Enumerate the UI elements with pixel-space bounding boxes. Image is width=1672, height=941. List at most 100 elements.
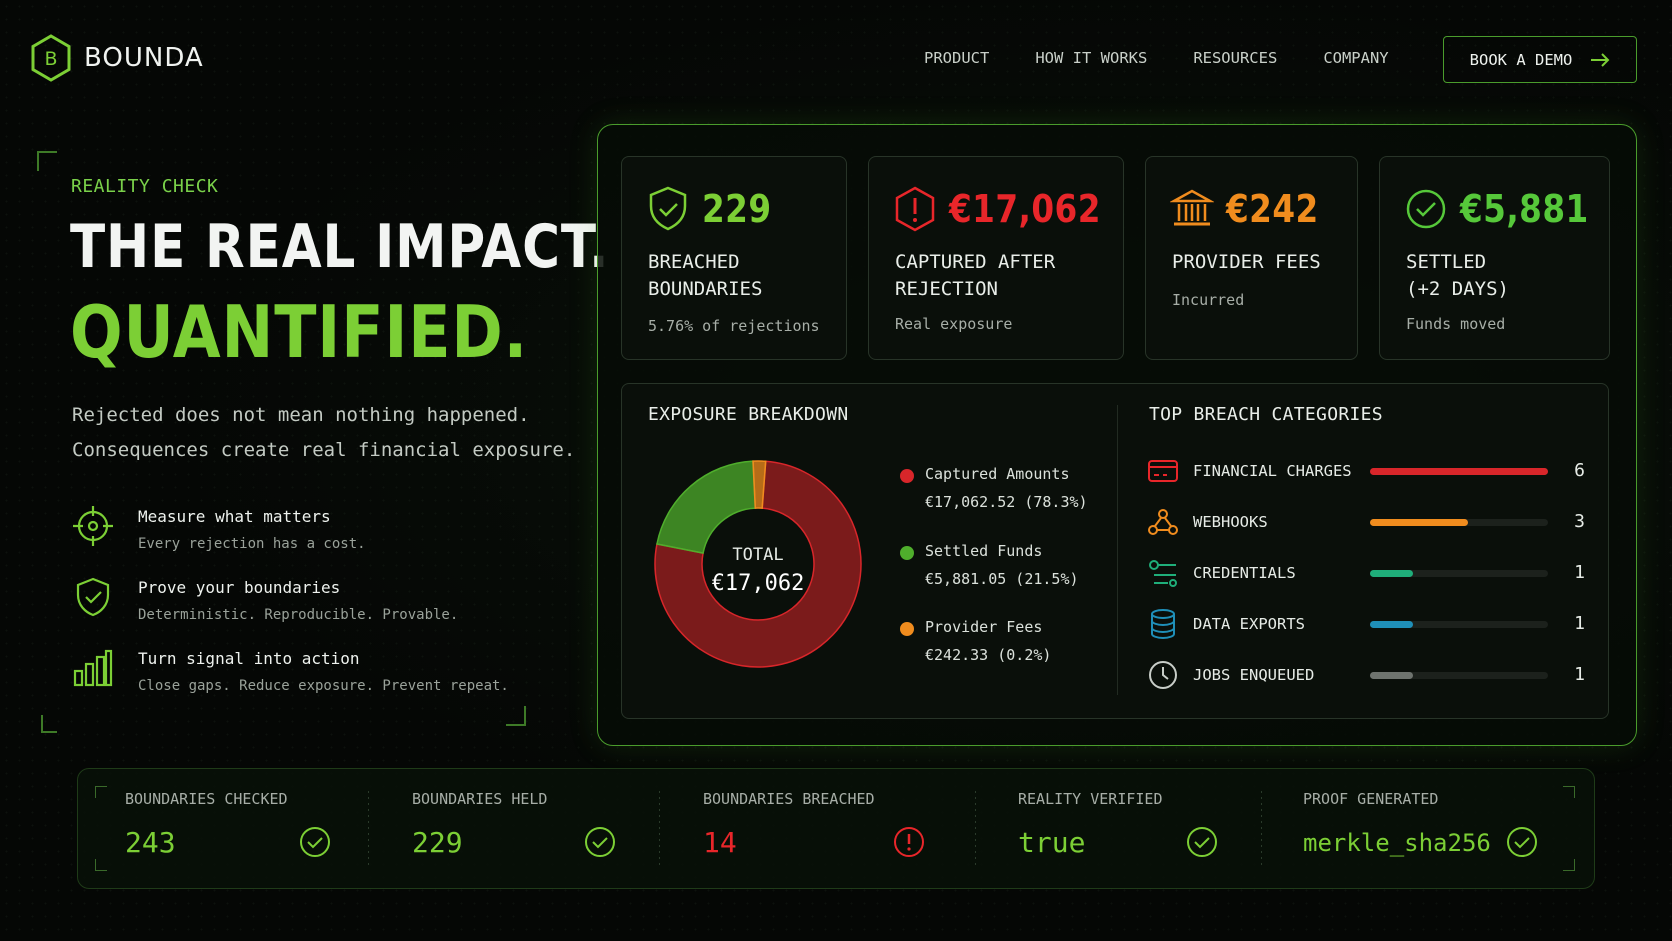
book-demo-label: BOOK A DEMO — [1469, 50, 1573, 69]
category-row: WEBHOOKS 3 — [1147, 506, 1587, 540]
category-row: JOBS ENQUEUED 1 — [1147, 659, 1587, 693]
donut-chart: TOTAL €17,062 — [654, 460, 862, 668]
stat-label: BOUNDARIES HELD — [412, 790, 548, 808]
category-row: CREDENTIALS 1 — [1147, 557, 1587, 591]
stat-label: PROOF GENERATED — [1303, 790, 1439, 808]
category-bar-track — [1370, 468, 1548, 475]
kpi-card-settled: €5,881 SETTLED (+2 DAYS) Funds moved — [1379, 156, 1610, 360]
stat-verified: REALITY VERIFIED true — [1018, 790, 1228, 859]
nav-link-resources[interactable]: RESOURCES — [1193, 49, 1278, 67]
category-bar-fill — [1370, 621, 1413, 628]
legend-item-captured: Captured Amounts €17,062.52 (78.3%) — [900, 460, 1088, 516]
book-demo-button[interactable]: BOOK A DEMO — [1443, 36, 1637, 83]
frame-corner — [41, 715, 57, 733]
legend-item-fees: Provider Fees €242.33 (0.2%) — [900, 613, 1051, 669]
frame-corner — [506, 706, 526, 726]
shield-check-icon — [649, 186, 687, 231]
hexagon-logo-icon: B — [31, 34, 71, 82]
nav-link-product[interactable]: PRODUCT — [924, 49, 990, 67]
donut-total-value: €17,062 — [712, 571, 805, 596]
category-bar-fill — [1370, 519, 1468, 526]
kpi-value: €17,062 — [949, 187, 1101, 231]
category-name: DATA EXPORTS — [1193, 615, 1305, 633]
kpi-sub: 5.76% of rejections — [648, 317, 820, 335]
category-bar-fill — [1370, 468, 1548, 475]
exposure-title: EXPOSURE BREAKDOWN — [648, 404, 849, 425]
category-row: FINANCIAL CHARGES 6 — [1147, 455, 1587, 489]
lead-line: Consequences create real financial expos… — [72, 439, 576, 461]
legend-name: Captured Amounts — [925, 465, 1070, 483]
target-icon — [73, 506, 113, 546]
bank-icon — [1170, 189, 1214, 226]
frame-corner — [37, 151, 57, 171]
shield-check-icon — [76, 577, 110, 617]
kpi-label: SETTLED (+2 DAYS) — [1406, 251, 1509, 300]
legend-dot — [900, 546, 914, 560]
legend-value: €5,881.05 (21.5%) — [925, 570, 1079, 588]
category-count: 6 — [1574, 460, 1585, 481]
alert-circle-icon — [894, 827, 924, 857]
frame-corner — [1563, 786, 1575, 798]
feature-desc: Close gaps. Reduce exposure. Prevent rep… — [138, 678, 509, 694]
category-name: JOBS ENQUEUED — [1193, 666, 1315, 684]
brand-name: BOUNDA — [84, 43, 204, 73]
main-nav: PRODUCT HOW IT WORKS RESOURCES COMPANY — [924, 49, 1389, 67]
stat-held: BOUNDARIES HELD 229 — [412, 790, 622, 859]
donut-total-label: TOTAL — [732, 545, 783, 565]
category-bar-track — [1370, 672, 1548, 679]
brand-logo[interactable]: B BOUNDA — [30, 34, 204, 82]
database-icon — [1151, 609, 1175, 640]
divider — [659, 791, 660, 865]
check-circle-icon — [300, 827, 330, 857]
kpi-label: PROVIDER FEES — [1172, 251, 1321, 273]
category-row: DATA EXPORTS 1 — [1147, 608, 1587, 642]
kpi-card-captured: €17,062 CAPTURED AFTER REJECTION Real ex… — [868, 156, 1124, 360]
stat-value: 14 — [703, 826, 737, 859]
category-bar-fill — [1370, 570, 1413, 577]
legend-dot — [900, 622, 914, 636]
kpi-sub: Incurred — [1172, 291, 1245, 309]
card-icon — [1148, 460, 1178, 482]
logo-letter: B — [44, 48, 57, 70]
category-name: CREDENTIALS — [1193, 564, 1296, 582]
stat-value: true — [1018, 826, 1086, 859]
legend-dot — [900, 469, 914, 483]
check-circle-icon — [585, 827, 615, 857]
stat-label: REALITY VERIFIED — [1018, 790, 1163, 808]
category-count: 3 — [1574, 511, 1585, 532]
legend-item-settled: Settled Funds €5,881.05 (21.5%) — [900, 537, 1079, 593]
kpi-sub: Real exposure — [895, 315, 1013, 333]
donut-slice-settled — [656, 460, 757, 555]
legend-value: €17,062.52 (78.3%) — [925, 493, 1088, 511]
feature-item: Measure what matters Every rejection has … — [72, 505, 366, 552]
kpi-card-breached: 229 BREACHED BOUNDARIES 5.76% of rejecti… — [621, 156, 847, 360]
clock-icon — [1149, 661, 1177, 689]
category-bar-fill — [1370, 672, 1413, 679]
stat-value: 243 — [125, 826, 176, 859]
donut-slices — [654, 460, 862, 668]
feature-title: Turn signal into action — [138, 649, 360, 668]
kpi-value: €242 — [1226, 187, 1319, 231]
feature-title: Measure what matters — [138, 507, 331, 526]
hero-title: THE REAL IMPACT. — [70, 212, 610, 282]
feature-item: Turn signal into action Close gaps. Reduc… — [72, 647, 509, 694]
divider — [1117, 405, 1118, 695]
donut-slice-captured — [654, 460, 862, 668]
bar-chart-icon — [73, 649, 113, 687]
key-list-icon — [1149, 560, 1177, 587]
legend-name: Provider Fees — [925, 618, 1043, 636]
feature-item: Prove your boundaries Deterministic. Repr… — [72, 576, 458, 623]
nav-link-company[interactable]: COMPANY — [1323, 49, 1389, 67]
nav-link-how-it-works[interactable]: HOW IT WORKS — [1035, 49, 1148, 67]
stat-label: BOUNDARIES BREACHED — [703, 790, 875, 808]
category-bar-track — [1370, 621, 1548, 628]
eyebrow-label: REALITY CHECK — [71, 176, 219, 197]
frame-corner — [1563, 859, 1575, 871]
kpi-label: BREACHED BOUNDARIES — [648, 251, 763, 300]
categories-title: TOP BREACH CATEGORIES — [1149, 404, 1383, 425]
lead-line: Rejected does not mean nothing happened. — [72, 404, 530, 426]
feature-desc: Deterministic. Reproducible. Provable. — [138, 607, 459, 623]
category-count: 1 — [1574, 613, 1585, 634]
category-bar-track — [1370, 519, 1548, 526]
kpi-value: €5,881 — [1460, 187, 1589, 231]
